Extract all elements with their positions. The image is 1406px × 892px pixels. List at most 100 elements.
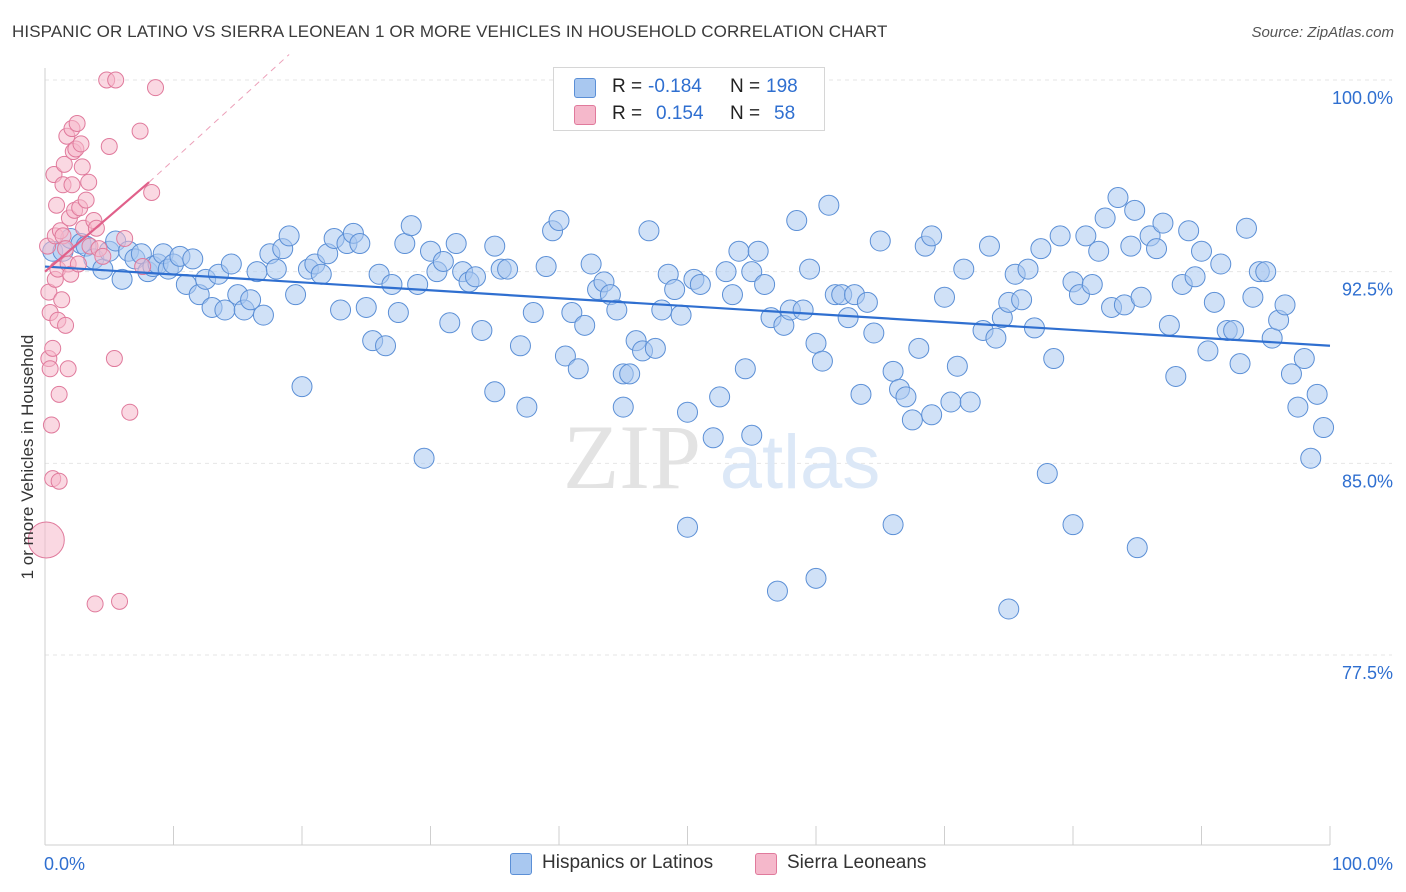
- data-point-sierra-leonean: [86, 595, 104, 613]
- data-point-hispanic: [1107, 187, 1129, 209]
- gridlines: [45, 79, 1392, 656]
- legend-swatch-pink: [574, 105, 596, 125]
- data-point-hispanic: [484, 381, 506, 403]
- data-point-hispanic: [1261, 327, 1283, 349]
- x-tick-labels: 0.0% 100.0%: [44, 854, 1393, 874]
- data-point-hispanic: [580, 253, 602, 275]
- data-point-hispanic: [882, 514, 904, 536]
- data-point-hispanic: [1229, 353, 1251, 375]
- data-point-hispanic: [1197, 340, 1219, 362]
- legend-r-label: R =: [612, 76, 643, 97]
- data-point-hispanic: [677, 516, 698, 538]
- data-point-hispanic: [786, 210, 808, 232]
- data-point-sierra-leonean: [94, 247, 112, 265]
- data-point-sierra-leonean: [68, 114, 86, 132]
- data-point-sierra-leonean: [44, 339, 62, 357]
- data-point-hispanic: [1293, 348, 1315, 370]
- data-point-sierra-leonean: [57, 316, 75, 334]
- data-point-hispanic: [644, 337, 666, 359]
- data-point-hispanic: [285, 284, 307, 306]
- data-point-hispanic: [985, 327, 1007, 349]
- data-point-hispanic: [1274, 294, 1296, 316]
- data-point-hispanic: [310, 263, 332, 285]
- x-tick-label: 100.0%: [1332, 854, 1393, 874]
- data-point-hispanic: [766, 580, 788, 602]
- data-point-hispanic: [1124, 199, 1146, 221]
- data-point-sierra-leonean: [80, 173, 98, 191]
- trendline-sierra-leoneans: [44, 181, 150, 273]
- data-point-hispanic: [799, 258, 821, 280]
- data-point-hispanic: [1075, 225, 1097, 247]
- trendline-sierra-leoneans-extension: [148, 54, 290, 183]
- series-sierra-leoneans: [27, 71, 165, 613]
- data-point-hispanic: [278, 225, 300, 247]
- data-point-hispanic: [567, 358, 589, 380]
- legend-swatch-blue: [510, 853, 532, 875]
- data-point-hispanic: [946, 355, 968, 377]
- data-point-hispanic: [1146, 238, 1168, 260]
- legend-r-value: -0.184: [648, 76, 702, 97]
- data-point-hispanic: [182, 248, 204, 270]
- data-point-sierra-leonean: [134, 258, 152, 276]
- data-point-sierra-leonean: [131, 122, 149, 140]
- data-point-hispanic: [805, 332, 827, 354]
- data-point-sierra-leonean: [143, 183, 161, 201]
- data-point-hispanic: [1280, 363, 1302, 385]
- data-point-hispanic: [464, 266, 486, 288]
- legend-swatch-pink: [755, 853, 777, 875]
- data-point-hispanic: [741, 261, 763, 283]
- data-point-sierra-leonean: [147, 79, 165, 97]
- data-point-hispanic: [1203, 291, 1225, 313]
- data-point-hispanic: [1191, 240, 1212, 262]
- data-point-hispanic: [1223, 319, 1245, 341]
- data-point-hispanic: [1287, 396, 1309, 418]
- data-point-hispanic: [921, 404, 943, 426]
- axes: [44, 68, 1331, 846]
- data-point-hispanic: [554, 345, 576, 367]
- data-point-sierra-leonean: [41, 360, 59, 378]
- data-point-hispanic: [1255, 261, 1277, 283]
- data-point-sierra-leonean: [50, 472, 68, 490]
- data-point-sierra-leonean: [116, 229, 134, 247]
- data-point-hispanic: [516, 396, 538, 418]
- data-point-sierra-leonean: [105, 350, 123, 368]
- data-point-hispanic: [741, 424, 763, 446]
- y-axis-label: 1 or more Vehicles in Household: [18, 334, 37, 580]
- data-point-hispanic: [1178, 220, 1200, 242]
- data-point-sierra-leonean: [72, 135, 90, 153]
- data-point-hispanic: [375, 335, 397, 357]
- data-point-hispanic: [407, 273, 429, 295]
- data-point-hispanic: [959, 391, 981, 413]
- data-point-hispanic: [291, 376, 313, 398]
- data-point-hispanic: [1049, 225, 1071, 247]
- data-point-hispanic: [394, 233, 416, 255]
- data-point-sierra-leonean: [77, 191, 95, 209]
- data-point-hispanic: [940, 391, 962, 413]
- legend-n-value: 198: [766, 76, 798, 97]
- data-point-sierra-leonean: [111, 592, 129, 610]
- data-point-hispanic: [387, 302, 409, 324]
- data-point-hispanic: [497, 258, 519, 280]
- y-tick-labels: 100.0% 92.5% 85.0% 77.5%: [1332, 88, 1393, 683]
- data-point-hispanic: [837, 307, 859, 329]
- data-point-hispanic: [535, 256, 557, 278]
- y-tick-label: 85.0%: [1342, 471, 1393, 491]
- watermark: ZIP atlas: [563, 406, 880, 508]
- data-point-hispanic: [548, 210, 570, 232]
- legend-n-value: 58: [774, 103, 796, 124]
- y-tick-label: 100.0%: [1332, 88, 1393, 108]
- data-point-hispanic: [561, 302, 583, 324]
- data-point-hispanic: [805, 567, 827, 589]
- data-point-hispanic: [818, 194, 840, 216]
- data-point-hispanic: [1300, 447, 1322, 469]
- data-point-hispanic: [355, 296, 377, 318]
- legend-r-value: 0.154: [656, 103, 704, 124]
- data-point-hispanic: [702, 427, 724, 449]
- y-tick-label: 92.5%: [1342, 280, 1393, 300]
- data-point-hispanic: [747, 240, 769, 262]
- data-point-hispanic: [471, 319, 493, 341]
- data-point-sierra-leonean: [53, 291, 71, 309]
- data-point-hispanic: [1036, 463, 1058, 485]
- source-label: Source: ZipAtlas.com: [1251, 24, 1394, 41]
- data-point-hispanic: [934, 286, 955, 308]
